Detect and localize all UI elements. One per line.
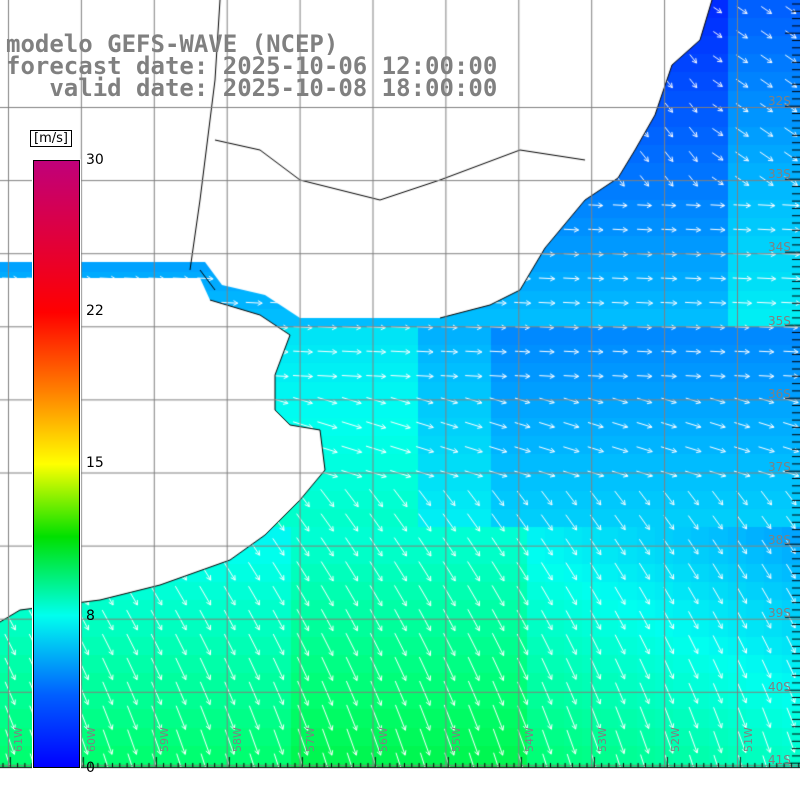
- latitude-label: 40S: [768, 679, 791, 694]
- forecast-date: forecast date: 2025-10-06 12:00:00: [6, 52, 498, 80]
- colorbar-label: 22: [86, 303, 104, 319]
- longitude-label: 53W: [596, 727, 609, 752]
- longitude-label: 56W: [377, 727, 390, 752]
- longitude-label: 58W: [231, 727, 244, 752]
- colorbar-unit: [m/s]: [30, 130, 72, 147]
- latitude-label: 39S: [768, 606, 791, 621]
- latitude-label: 37S: [768, 460, 791, 474]
- latitude-label: 41S: [768, 752, 791, 767]
- longitude-label: 61W: [12, 727, 25, 752]
- colorbar: [32, 159, 81, 769]
- longitude-label: 52W: [669, 727, 682, 752]
- latitude-label: 38S: [768, 533, 791, 548]
- latitude-label: 34S: [768, 240, 791, 255]
- colorbar-label: 8: [86, 608, 95, 624]
- longitude-label: 54W: [523, 727, 536, 752]
- colorbar-label: 0: [86, 760, 95, 776]
- longitude-label: 57W: [304, 727, 317, 752]
- latitude-label: 36S: [768, 386, 791, 401]
- longitude-label: 60W: [85, 727, 98, 752]
- longitude-label: 55W: [450, 727, 463, 752]
- longitude-label: 59W: [158, 727, 171, 752]
- longitude-label: 51W: [742, 727, 755, 752]
- latitude-label: 33S: [768, 167, 791, 182]
- latitude-label: 32S: [768, 94, 791, 108]
- valid-date: valid date: 2025-10-08 18:00:00: [6, 74, 498, 102]
- latitude-label: 35S: [768, 313, 791, 328]
- colorbar-label: 30: [86, 152, 104, 168]
- colorbar-label: 15: [86, 455, 104, 471]
- model-title: modelo GEFS-WAVE (NCEP): [6, 30, 339, 58]
